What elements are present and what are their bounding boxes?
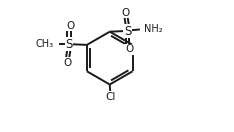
Text: NH₂: NH₂ — [144, 24, 163, 34]
Text: O: O — [125, 44, 133, 55]
Text: CH₃: CH₃ — [36, 39, 54, 49]
Text: O: O — [122, 8, 130, 18]
Text: O: O — [63, 58, 72, 68]
Text: S: S — [65, 38, 73, 51]
Text: S: S — [124, 25, 131, 37]
Text: Cl: Cl — [105, 92, 116, 102]
Text: O: O — [66, 21, 75, 31]
